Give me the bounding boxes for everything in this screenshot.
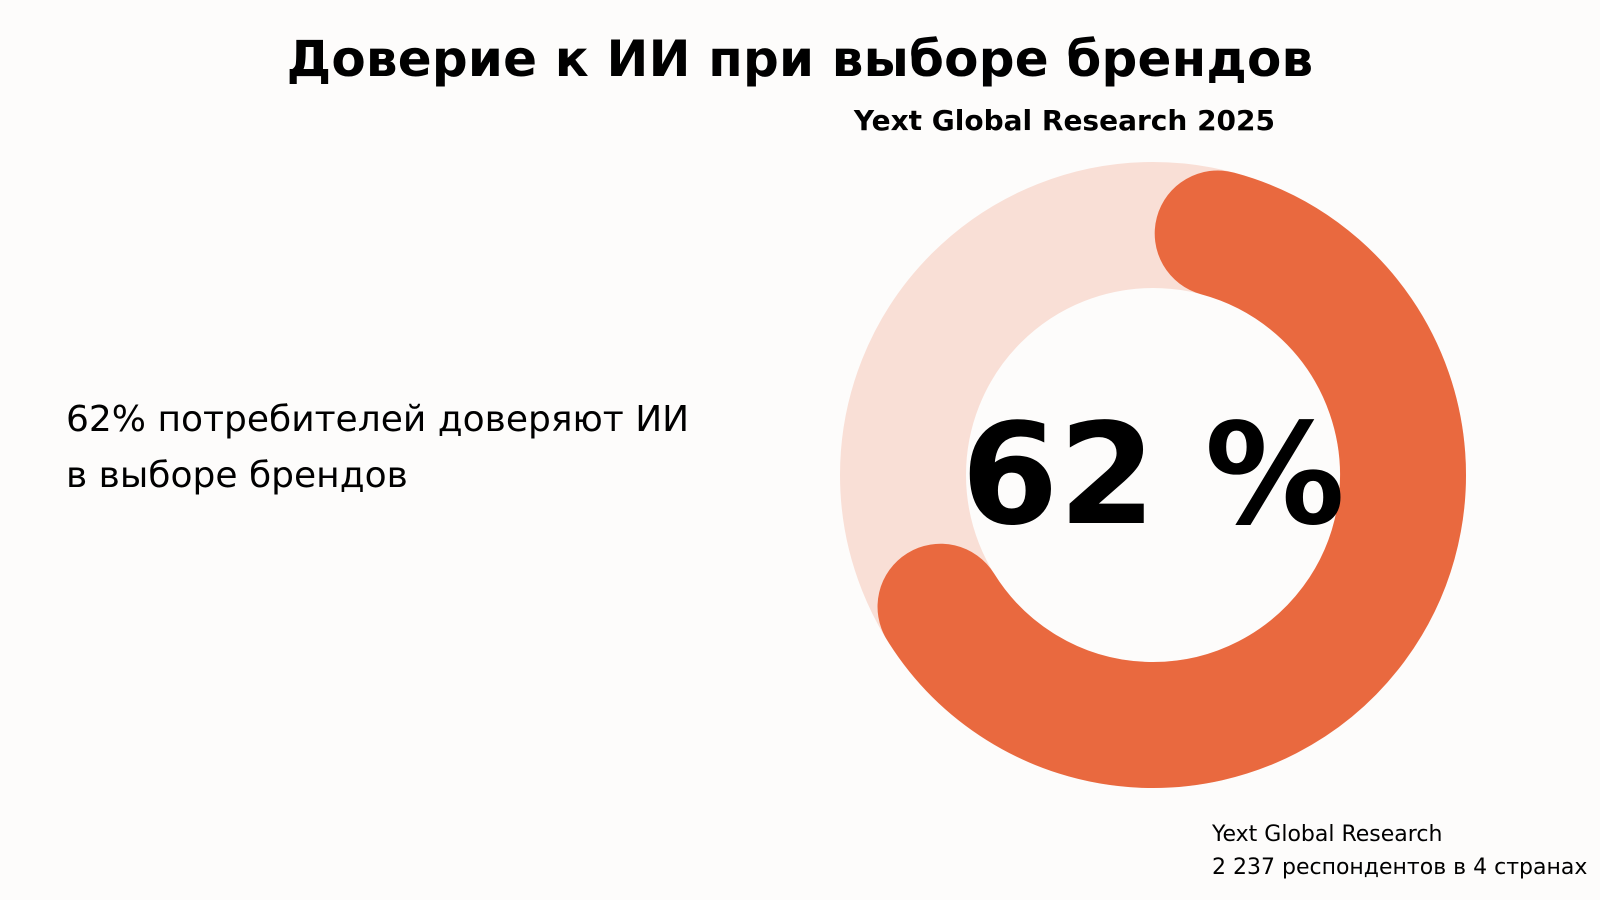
statement-line-1: 62% потребителей доверяют ИИ [66,399,690,440]
page-subtitle: Yext Global Research 2025 [853,104,1275,137]
source-note: Yext Global Research 2 237 респондентов … [1212,818,1592,884]
statement-line-2: в выборе брендов [66,455,408,496]
donut-value-arc [877,170,1466,788]
page-title: Доверие к ИИ при выборе брендов [286,30,1314,88]
source-line-1: Yext Global Research [1212,822,1443,847]
source-line-2: 2 237 респондентов в 4 странах [1212,855,1588,880]
statement-text: 62% потребителей доверяют ИИ в выборе бр… [66,392,766,504]
donut-center-value: 62 % [961,394,1345,557]
